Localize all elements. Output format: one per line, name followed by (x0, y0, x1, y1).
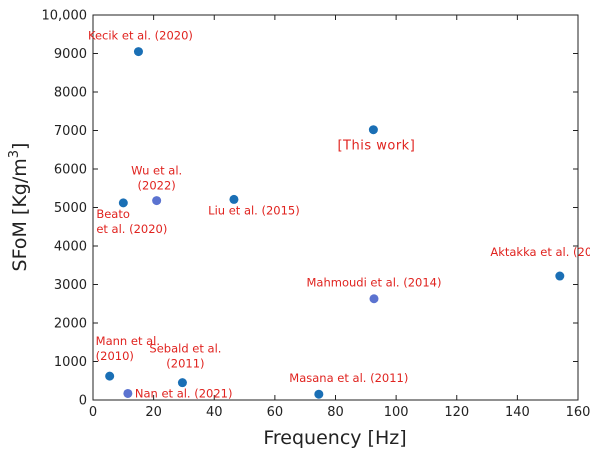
y-axis-title-main: SFoM [Kg/m (9, 158, 31, 271)
point-label: Aktakka et al. (2011) (490, 245, 590, 259)
data-point (118, 198, 128, 208)
data-point (123, 388, 133, 398)
x-tick-label: 80 (327, 405, 344, 420)
data-point (152, 196, 162, 206)
point-label: Nan et al. (2021) (135, 386, 233, 400)
y-tick-label: 0 (79, 394, 87, 409)
data-point (229, 194, 239, 204)
point-label: Wu et al. (2022) (131, 164, 182, 193)
point-label-line: Liu et al. (2015) (208, 203, 300, 217)
y-tick-label: 1000 (54, 355, 87, 370)
x-tick-label: 120 (444, 405, 469, 420)
point-label-line: Kecik et al. (2020) (88, 29, 193, 43)
point-label-line: [This work] (337, 139, 415, 154)
point-label: Mann et al. (2010) (96, 334, 160, 363)
y-axis-title: SFoM [Kg/m3] (7, 143, 31, 272)
y-axis-title-end: ] (9, 143, 31, 150)
y-tick-label: 5000 (54, 201, 87, 216)
point-label-line: Mahmoudi et al. (2014) (307, 276, 442, 290)
point-label-line: Wu et al. (131, 164, 182, 178)
x-tick-label: 40 (206, 405, 223, 420)
point-label: Liu et al. (2015) (208, 203, 300, 217)
point-label-line: Aktakka et al. (2011) (490, 245, 590, 259)
data-point (368, 125, 378, 135)
data-point (314, 389, 324, 399)
point-label-line: (2022) (138, 179, 176, 193)
point-label-line: Sebald et al. (149, 342, 221, 356)
point-label-line: Masana et al. (2011) (289, 371, 408, 385)
point-label-line: Nan et al. (2021) (135, 386, 233, 400)
x-tick-label: 100 (384, 405, 409, 420)
point-label: [This work] (337, 139, 415, 154)
x-tick-label: 20 (145, 405, 162, 420)
x-tick-label: 60 (267, 405, 284, 420)
y-tick-label: 10,000 (42, 9, 88, 24)
x-axis-ticks: 0 20 40 60 80 100 120 140 160 (89, 15, 590, 420)
point-label: Kecik et al. (2020) (88, 29, 193, 43)
y-tick-label: 9000 (54, 47, 87, 62)
data-point (105, 371, 115, 381)
point-label-line: (2011) (166, 357, 204, 371)
x-tick-label: 0 (89, 405, 97, 420)
x-axis-title: Frequency [Hz] (263, 427, 406, 449)
point-label: Beato et al. (2020) (96, 207, 167, 236)
data-point (555, 271, 565, 281)
data-point (369, 294, 379, 304)
point-label-line: et al. (2020) (96, 222, 167, 236)
point-label-line: Beato (96, 207, 130, 221)
y-tick-label: 6000 (54, 163, 87, 178)
y-axis-ticks: 0 1000 2000 3000 4000 5000 6000 7000 8000 9000 10,… (42, 9, 578, 409)
data-point (133, 47, 143, 57)
data-points (105, 47, 565, 399)
point-label: Mahmoudi et al. (2014) (307, 276, 442, 290)
x-tick-label: 160 (566, 405, 590, 420)
y-axis-title-superscript: 3 (7, 150, 22, 158)
point-label: Sebald et al. (2011) (149, 342, 221, 371)
point-label-line: (2010) (96, 349, 134, 363)
y-tick-label: 7000 (54, 124, 87, 139)
y-tick-label: 3000 (54, 278, 87, 293)
data-point (177, 378, 187, 388)
y-tick-label: 2000 (54, 317, 87, 332)
point-label-line: Mann et al. (96, 334, 160, 348)
point-annotations: Kecik et al. (2020) [This work] Beato et al… (88, 29, 590, 401)
point-label: Masana et al. (2011) (289, 371, 408, 385)
x-tick-label: 140 (505, 405, 530, 420)
y-tick-label: 8000 (54, 86, 87, 101)
y-tick-label: 4000 (54, 240, 87, 255)
